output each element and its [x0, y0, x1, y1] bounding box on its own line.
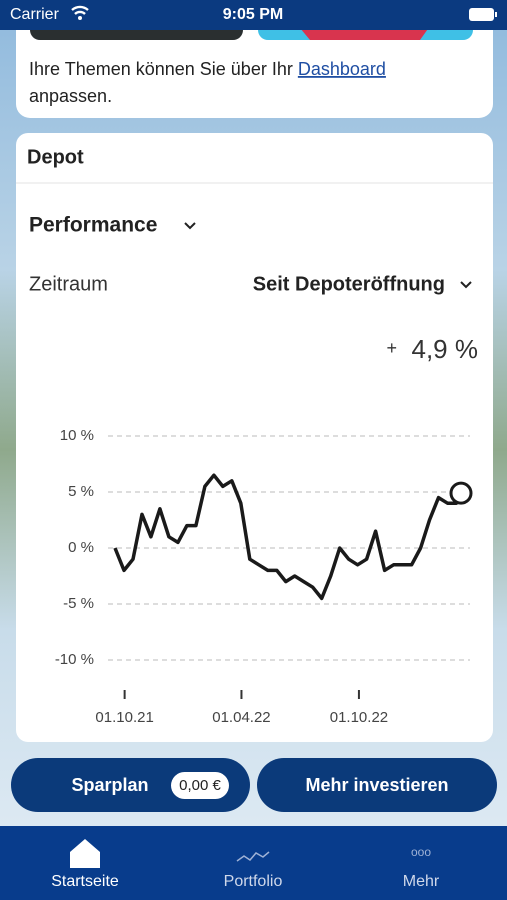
- period-selector[interactable]: Seit Depoteröffnung: [253, 273, 445, 295]
- y-tick-label: 10 %: [60, 427, 94, 444]
- battery-icon: [495, 12, 497, 17]
- chart: -10 % -5 % 0 % 5 % 10 % 01.10.21 01.04.22 01.10…: [55, 427, 473, 726]
- x-tick-label: 01.10.22: [330, 709, 388, 726]
- portfolio-icon: [236, 851, 270, 862]
- amount: 0,00 €: [179, 777, 221, 794]
- invest-button[interactable]: [257, 758, 497, 812]
- tab[interactable]: Startseite: [51, 873, 119, 890]
- wifi-icon: [71, 5, 89, 15]
- topics-text: Ihre Themen können Sie über Ihr: [29, 59, 293, 79]
- button-label: Mehr investieren: [305, 775, 448, 795]
- x-tick-label: 01.04.22: [212, 709, 270, 726]
- topics-text: Ihre Themen können Sie über Ihr Dashboar…: [29, 59, 386, 79]
- clock: 9:05 PM: [223, 6, 283, 23]
- status-bar: [0, 0, 507, 30]
- performance-sign: +: [386, 338, 397, 358]
- y-tick-label: 5 %: [68, 483, 94, 500]
- tab[interactable]: Portfolio: [224, 873, 283, 890]
- view-selector[interactable]: Performance: [29, 214, 157, 237]
- battery-icon: [469, 8, 494, 21]
- performance-value: 4,9 %: [412, 334, 479, 364]
- amount-pill: [171, 772, 229, 799]
- wifi-icon: [78, 16, 82, 20]
- button-label: Sparplan: [71, 775, 148, 795]
- chevron: [184, 222, 196, 230]
- y-tick-label: -10 %: [55, 651, 94, 668]
- depot-title: Depot: [27, 146, 84, 168]
- period-label: Zeitraum: [29, 273, 108, 295]
- y-tick-label: -5 %: [63, 595, 94, 612]
- topics-text: anpassen.: [29, 86, 112, 106]
- y-tick-label: 0 %: [68, 539, 94, 556]
- dashboard-link[interactable]: Dashboard: [298, 59, 386, 79]
- x-tick-label: 01.10.21: [95, 709, 153, 726]
- performance-line: [113, 473, 463, 601]
- chevron: [460, 281, 472, 289]
- tab[interactable]: Mehr: [403, 873, 440, 890]
- home-icon: [70, 839, 100, 868]
- more-icon: ooo: [411, 845, 431, 859]
- end-marker: [449, 481, 473, 505]
- depot-card: [16, 133, 493, 742]
- carrier: Carrier: [10, 6, 60, 23]
